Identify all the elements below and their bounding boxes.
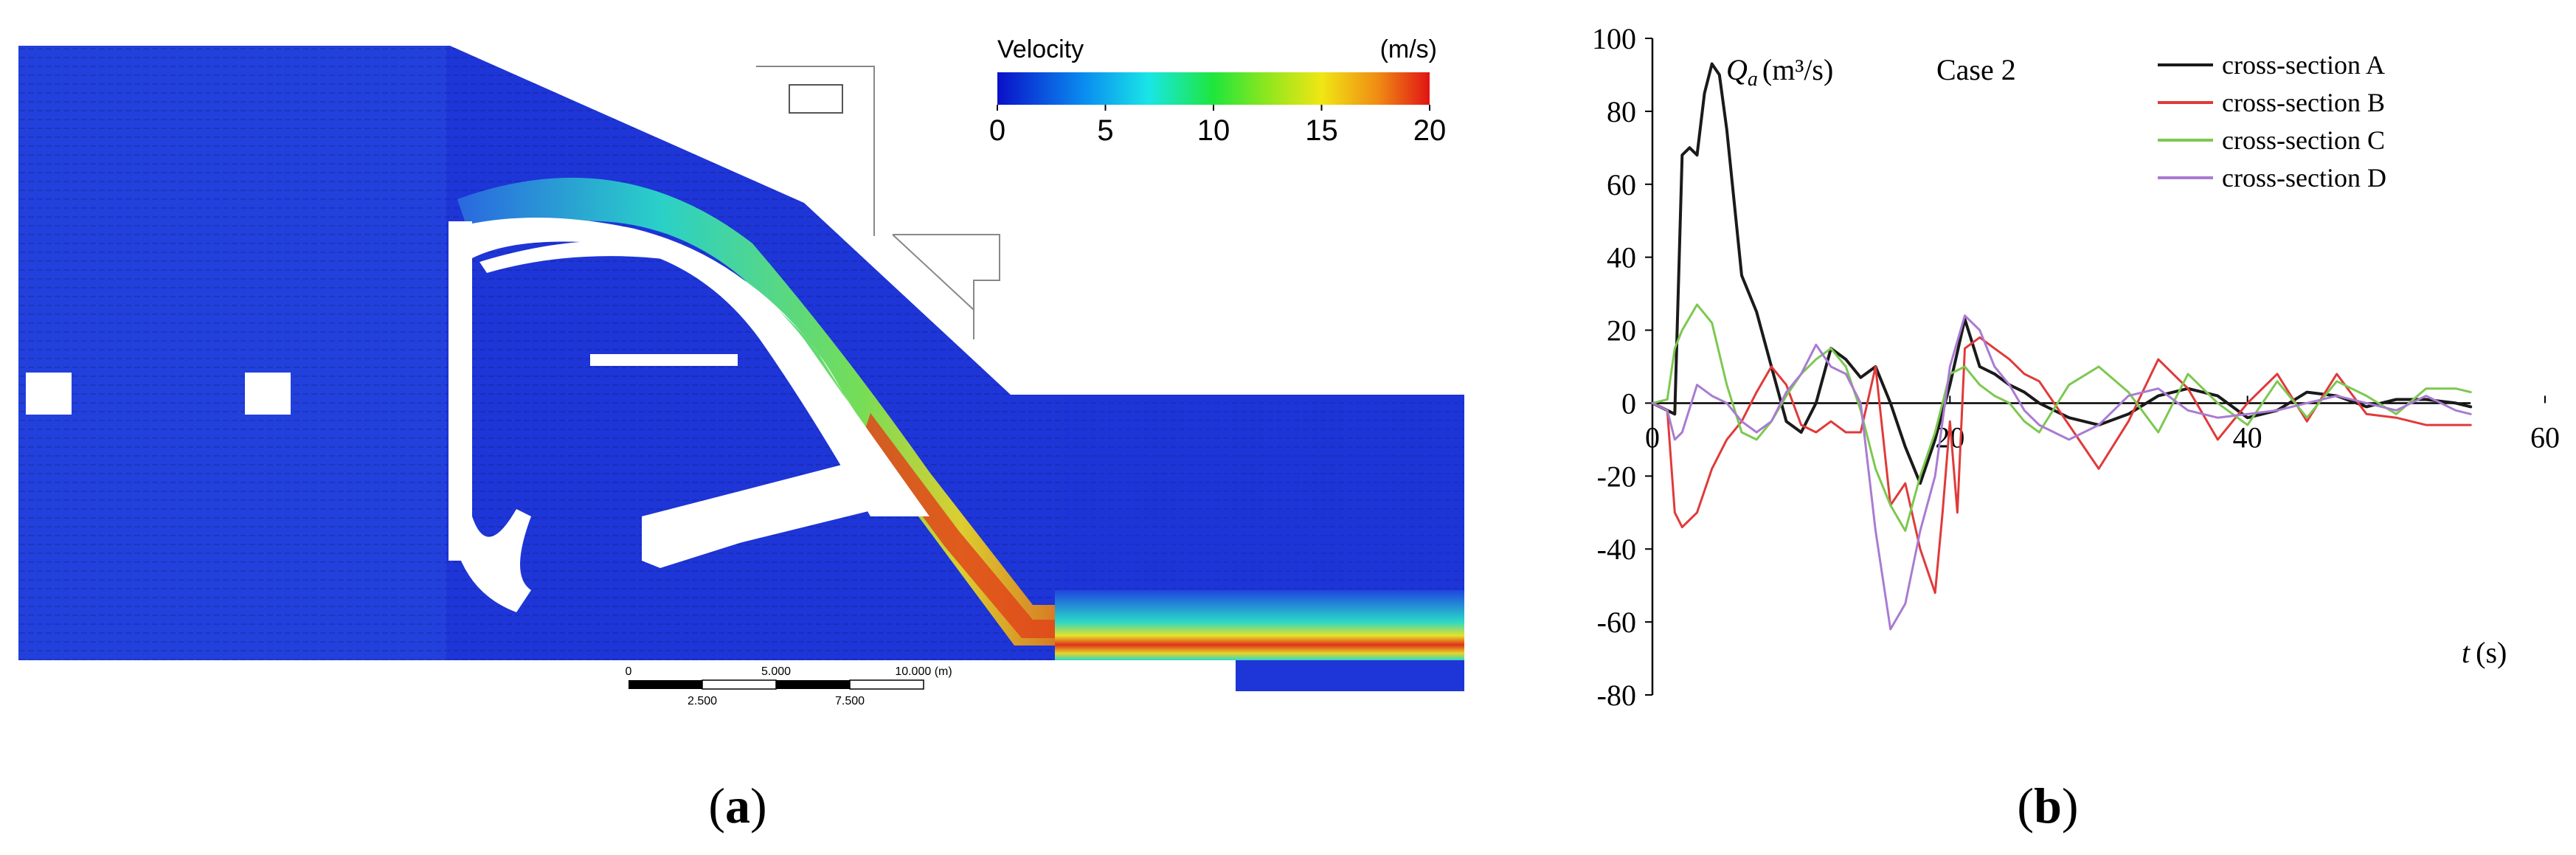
- y-tick-label: -60: [1597, 606, 1636, 639]
- scale-label-2500: 2.500: [688, 695, 717, 707]
- outlet-tail: [1236, 660, 1464, 691]
- x-axis-ticks: 0 20 40 60: [1645, 395, 2560, 454]
- y-axis-ticks: 100 80 60 40 20 0 -20 -40 -60 -80: [1592, 22, 1652, 712]
- series-line-cross-section-a: [1651, 62, 2473, 485]
- panel-b-label: (b): [2017, 778, 2078, 834]
- series-line-cross-section-d: [1651, 314, 2472, 631]
- scale-bar: [629, 679, 924, 690]
- scale-label-7500: 7.500: [835, 695, 865, 707]
- colorbar-tick-label: 15: [1305, 114, 1338, 147]
- y-axis-label: Qa (m³/s): [1726, 53, 1833, 91]
- hoist-outline: [892, 234, 1000, 339]
- series-lines: [1651, 62, 2473, 631]
- y-tick-label: 20: [1607, 314, 1636, 347]
- y-tick-label: 40: [1607, 241, 1636, 274]
- y-tick-label: 80: [1607, 95, 1636, 128]
- series-line-cross-section-c: [1651, 303, 2472, 532]
- legend-label: cross-section C: [2222, 125, 2385, 155]
- velocity-contour-figure: Velocity (m/s) 0 5 10 15 20 0 5.000 10.000 (…: [18, 35, 1464, 834]
- scale-label-0: 0: [626, 665, 632, 678]
- x-axis-label: t (s): [2462, 636, 2507, 669]
- y-tick-label: -20: [1597, 460, 1636, 493]
- y-tick-label: -80: [1597, 679, 1636, 712]
- colorbar-tick-label: 10: [1197, 114, 1230, 147]
- colorbar-tick-label: 20: [1413, 114, 1447, 147]
- x-tick-label: 0: [1645, 420, 1660, 454]
- series-line-cross-section-b: [1651, 336, 2472, 595]
- case-label: Case 2: [1936, 53, 2016, 86]
- discharge-line-chart: 100 80 60 40 20 0 -20 -40 -60 -80 0 20 40 60 cross-s…: [1592, 22, 2560, 834]
- legend-label: cross-section B: [2222, 88, 2385, 117]
- left-wall: [449, 221, 472, 561]
- x-tick-label: 40: [2233, 420, 2262, 454]
- colorbar-tick-label: 5: [1097, 114, 1113, 147]
- inlet-window-2: [245, 373, 291, 415]
- legend: cross-section A cross-section B cross-sect…: [2158, 50, 2386, 193]
- pier-structure: [450, 218, 929, 561]
- panel-a-label: (a): [708, 778, 766, 834]
- curved-lip: [450, 509, 531, 612]
- x-tick-label: 60: [2530, 420, 2560, 454]
- panel-a-velocity-contour: Velocity (m/s) 0 5 10 15 20 0 5.000 10.000 (…: [18, 35, 1464, 834]
- scale-label-10000: 10.000 (m): [895, 665, 952, 678]
- colorbar-tick-label: 0: [989, 114, 1005, 147]
- outlet-jet-band: [1055, 590, 1464, 660]
- colorbar: [997, 72, 1430, 105]
- legend-label: cross-section D: [2222, 163, 2386, 193]
- colorbar-unit: (m/s): [1380, 35, 1437, 63]
- legend-label: cross-section A: [2222, 50, 2385, 80]
- inner-cavity: [479, 240, 893, 568]
- tower-outline: [756, 66, 875, 236]
- vector-field: [18, 46, 1464, 660]
- colorbar-ticks: 0 5 10 15 20: [989, 105, 1446, 147]
- y-tick-label: 60: [1607, 168, 1636, 201]
- tower-window: [789, 84, 843, 114]
- colorbar-title: Velocity: [997, 35, 1084, 63]
- lower-block: [642, 472, 907, 561]
- inlet-window-1: [26, 373, 72, 415]
- gate-slot: [590, 354, 738, 366]
- plot-frame: [1651, 38, 2471, 695]
- scale-label-5000: 5.000: [761, 665, 791, 678]
- panel-b-discharge-chart: 100 80 60 40 20 0 -20 -40 -60 -80 0 20 40 60 cross-s…: [1475, 0, 2576, 855]
- y-tick-label: 100: [1592, 22, 1636, 55]
- y-tick-label: -40: [1597, 533, 1636, 566]
- y-tick-label: 0: [1621, 387, 1636, 420]
